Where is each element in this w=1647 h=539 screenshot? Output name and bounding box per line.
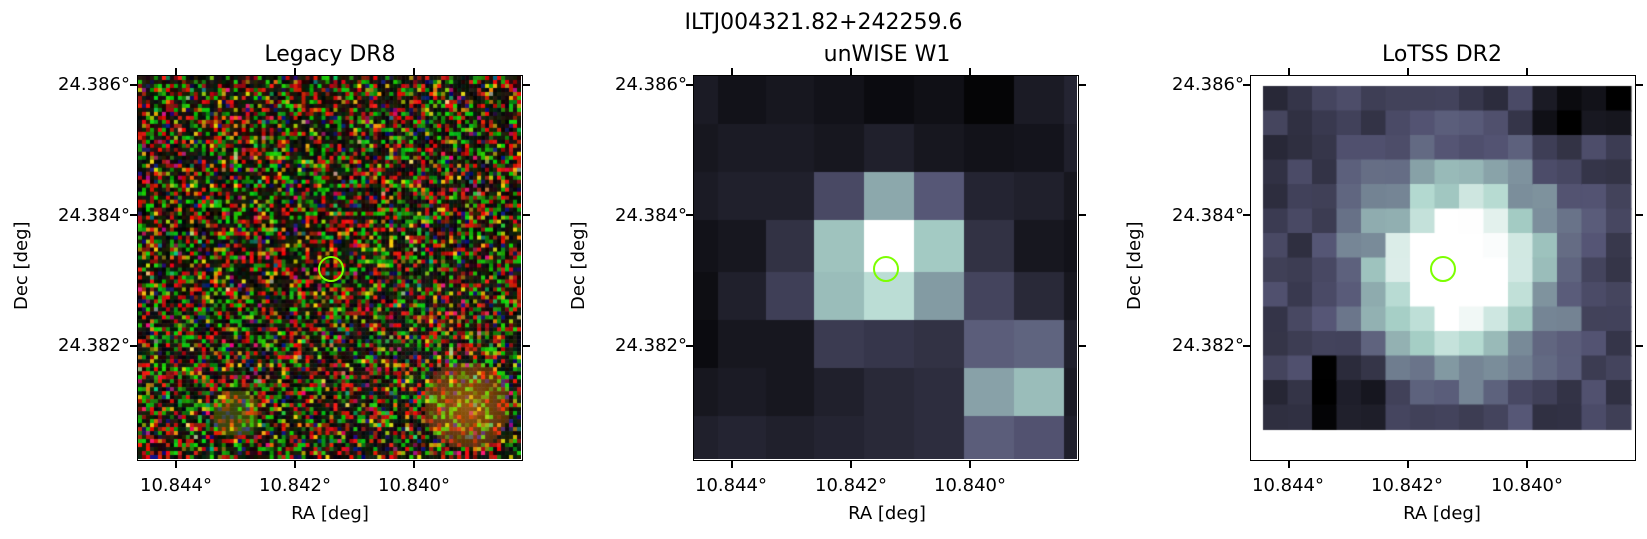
tick-mark	[130, 84, 137, 86]
y-tick-label: 24.384°	[58, 205, 130, 226]
image-lotss	[1250, 75, 1636, 461]
tick-mark	[175, 68, 177, 75]
y-axis-label: Dec [deg]	[1124, 221, 1145, 310]
tick-mark	[1243, 345, 1250, 347]
x-axis-label: RA [deg]	[291, 503, 369, 524]
tick-mark	[523, 214, 530, 216]
x-tick-label: 10.840°	[1491, 475, 1563, 496]
x-tick-label: 10.840°	[934, 475, 1006, 496]
tick-mark	[175, 461, 177, 468]
tick-mark	[130, 345, 137, 347]
x-tick-label: 10.840°	[378, 475, 450, 496]
tick-mark	[1079, 214, 1086, 216]
tick-mark	[686, 214, 693, 216]
tick-mark	[1288, 461, 1290, 468]
tick-mark	[731, 68, 733, 75]
panel-title: unWISE W1	[823, 42, 951, 67]
y-tick-label: 24.382°	[58, 335, 130, 356]
tick-mark	[1636, 214, 1643, 216]
target-marker	[1430, 256, 1456, 282]
y-tick-label: 24.384°	[615, 205, 687, 226]
tick-mark	[850, 461, 852, 468]
tick-mark	[294, 68, 296, 75]
y-tick-label: 24.386°	[1172, 74, 1244, 95]
x-tick-label: 10.844°	[695, 475, 767, 496]
tick-mark	[523, 345, 530, 347]
figure-title: ILTJ004321.82+242259.6	[684, 10, 963, 35]
tick-mark	[1243, 214, 1250, 216]
tick-mark	[413, 68, 415, 75]
image-legacy	[137, 75, 523, 461]
y-axis-label: Dec [deg]	[568, 221, 589, 310]
tick-mark	[1407, 461, 1409, 468]
tick-mark	[1526, 461, 1528, 468]
tick-mark	[1288, 68, 1290, 75]
panel-title: Legacy DR8	[264, 42, 396, 67]
y-axis-label: Dec [deg]	[11, 221, 32, 310]
y-tick-label: 24.384°	[1172, 205, 1244, 226]
tick-mark	[1636, 345, 1643, 347]
tick-mark	[1636, 84, 1643, 86]
tick-mark	[969, 68, 971, 75]
x-tick-label: 10.842°	[815, 475, 887, 496]
tick-mark	[686, 345, 693, 347]
image-unwise	[693, 75, 1079, 461]
tick-mark	[731, 461, 733, 468]
y-tick-label: 24.382°	[1172, 335, 1244, 356]
x-tick-label: 10.844°	[1252, 475, 1324, 496]
tick-mark	[1079, 84, 1086, 86]
y-tick-label: 24.382°	[615, 335, 687, 356]
tick-mark	[686, 84, 693, 86]
tick-mark	[850, 68, 852, 75]
x-tick-label: 10.844°	[140, 475, 212, 496]
x-tick-label: 10.842°	[1371, 475, 1443, 496]
target-marker	[318, 256, 344, 282]
x-axis-label: RA [deg]	[848, 503, 926, 524]
y-tick-label: 24.386°	[58, 74, 130, 95]
tick-mark	[523, 84, 530, 86]
tick-mark	[294, 461, 296, 468]
tick-mark	[1526, 68, 1528, 75]
tick-mark	[1079, 345, 1086, 347]
panel-title: LoTSS DR2	[1382, 42, 1502, 67]
tick-mark	[969, 461, 971, 468]
y-tick-label: 24.386°	[615, 74, 687, 95]
tick-mark	[130, 214, 137, 216]
tick-mark	[413, 461, 415, 468]
tick-mark	[1243, 84, 1250, 86]
target-marker	[873, 256, 899, 282]
x-axis-label: RA [deg]	[1403, 503, 1481, 524]
tick-mark	[1407, 68, 1409, 75]
x-tick-label: 10.842°	[259, 475, 331, 496]
